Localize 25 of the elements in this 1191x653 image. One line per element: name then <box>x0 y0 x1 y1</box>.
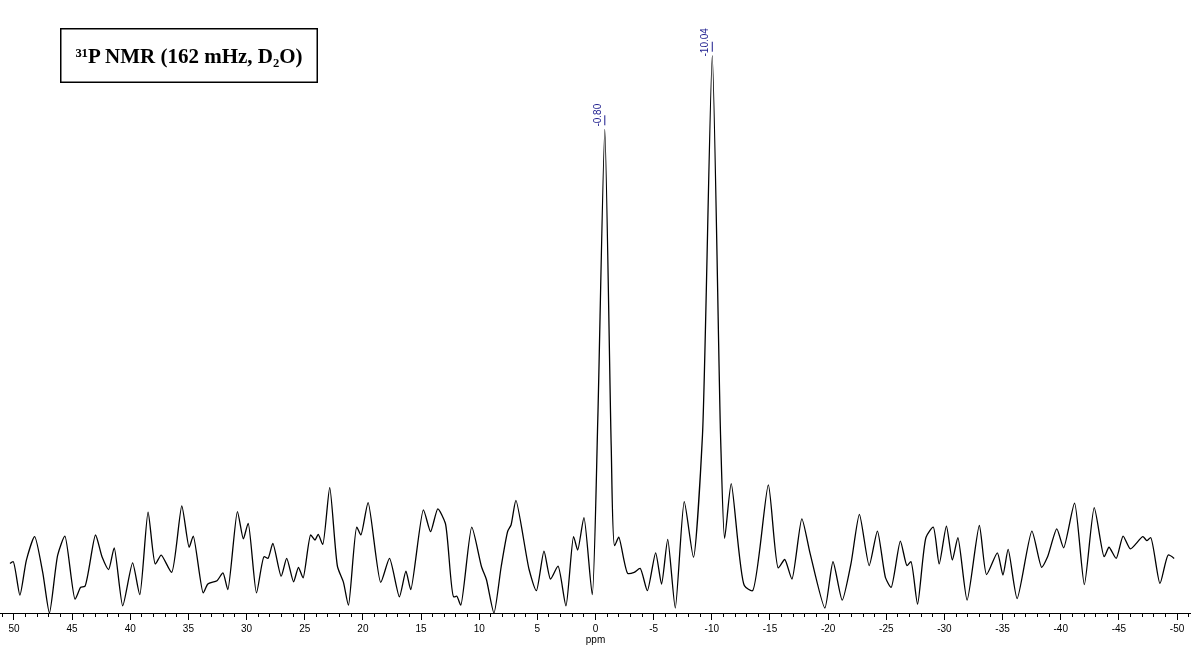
x-tick-label: -40 <box>1053 623 1069 634</box>
x-tick-label: -50 <box>1169 623 1185 634</box>
x-tick-label: -15 <box>762 623 778 634</box>
x-tick-label: -25 <box>879 623 894 634</box>
x-tick-label: 35 <box>182 623 195 634</box>
x-tick-label: -5 <box>649 623 659 634</box>
x-tick-label: 30 <box>241 623 253 634</box>
x-tick-label: 20 <box>357 623 369 634</box>
x-tick-label: 10 <box>473 623 486 634</box>
x-tick-label: 50 <box>8 623 20 634</box>
x-axis-title: ppm <box>585 634 606 645</box>
x-tick-label: -10 <box>704 623 720 634</box>
x-tick-label: 0 <box>592 623 599 634</box>
x-tick-label: -30 <box>937 623 953 634</box>
x-tick-label: 40 <box>124 623 137 634</box>
x-tick-label: 15 <box>415 623 428 634</box>
chart-title: ³¹P NMR (162 mHz, D₂O) <box>75 43 303 68</box>
x-tick-label: -35 <box>995 623 1011 634</box>
x-tick-label: -20 <box>820 623 836 634</box>
annotation: -0.80 <box>592 103 604 127</box>
annotation: -10.04 <box>699 27 711 57</box>
x-tick-label: 5 <box>534 623 541 634</box>
x-tick-label: 25 <box>299 623 311 634</box>
x-tick-label: 45 <box>66 623 79 634</box>
x-tick-label: -45 <box>1111 623 1127 634</box>
